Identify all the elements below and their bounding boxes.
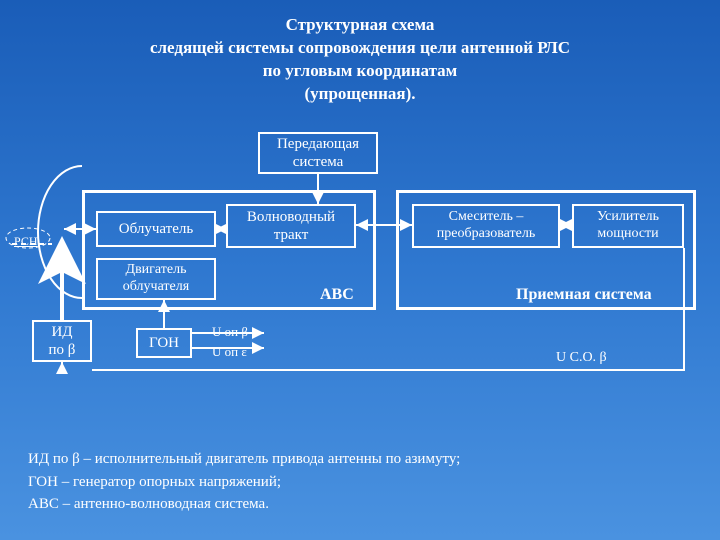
node-waveguide-label: Волноводный тракт	[247, 208, 335, 244]
node-transmitter-label: Передающая система	[277, 135, 359, 171]
signal-rsn: РСН	[14, 234, 38, 249]
legend-line-2: ГОН – генератор опорных напряжений;	[28, 471, 460, 494]
node-transmitter: Передающая система	[258, 132, 378, 174]
signal-u-op-eps: U оп ε	[212, 344, 247, 360]
title-line-3: по угловым координатам	[0, 60, 720, 83]
node-irradiator: Облучатель	[96, 211, 216, 247]
node-gon-label: ГОН	[149, 334, 179, 352]
node-id-beta: ИД по β	[32, 320, 92, 362]
node-motor: Двигатель облучателя	[96, 258, 216, 300]
node-mixer: Смеситель – преобразователь	[412, 204, 560, 248]
legend-line-3: АВС – антенно-волноводная система.	[28, 493, 460, 516]
node-mixer-label: Смеситель – преобразователь	[437, 209, 535, 243]
legend-block: ИД по β – исполнительный двигатель приво…	[28, 448, 460, 516]
node-gon: ГОН	[136, 328, 192, 358]
node-irradiator-label: Облучатель	[119, 220, 193, 238]
signal-u-so-beta: U С.О. β	[556, 350, 607, 366]
legend-line-1: ИД по β – исполнительный двигатель приво…	[28, 448, 460, 471]
title-block: Структурная схема следящей системы сопро…	[0, 14, 720, 106]
title-line-2: следящей системы сопровождения цели анте…	[0, 37, 720, 60]
title-line-1: Структурная схема	[0, 14, 720, 37]
group-avs-label: АВС	[320, 286, 354, 304]
node-motor-label: Двигатель облучателя	[123, 262, 189, 296]
title-line-4: (упрощенная).	[0, 83, 720, 106]
signal-u-op-beta: U оп β	[212, 324, 248, 340]
group-rx-label: Приемная система	[516, 286, 652, 304]
node-amplifier-label: Усилитель мощности	[597, 209, 659, 243]
node-id-beta-label: ИД по β	[49, 323, 76, 359]
node-amplifier: Усилитель мощности	[572, 204, 684, 248]
node-waveguide: Волноводный тракт	[226, 204, 356, 248]
